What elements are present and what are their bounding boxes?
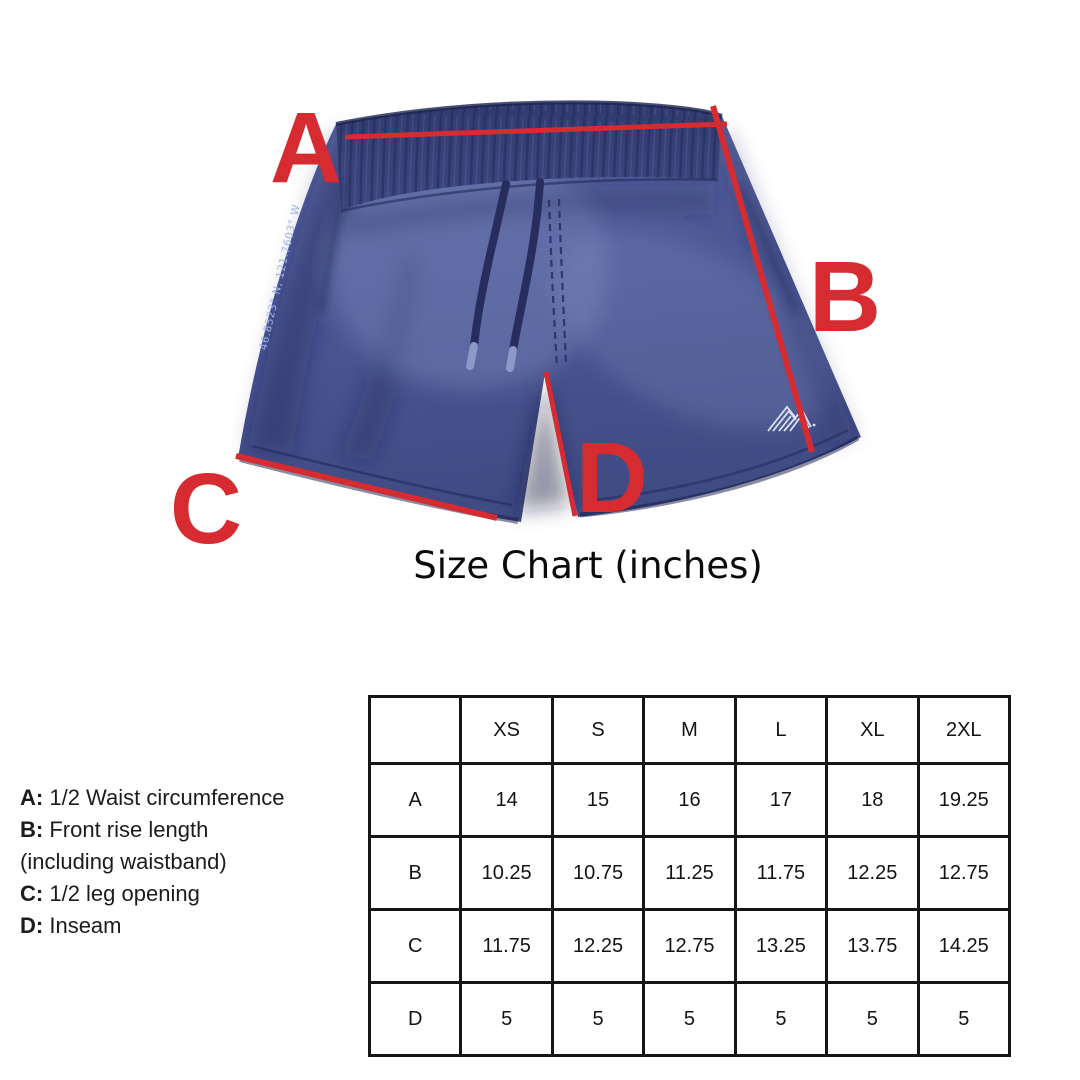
size-cell: 12.25 bbox=[550, 908, 646, 984]
row-label: A bbox=[367, 762, 463, 838]
legend-item-b: B: Front rise length bbox=[20, 814, 285, 846]
size-cell: 17 bbox=[733, 762, 829, 838]
row-label: D bbox=[367, 981, 463, 1057]
measure-line-d bbox=[543, 371, 578, 517]
measure-label-a: A bbox=[270, 92, 342, 204]
measure-line-a bbox=[344, 121, 728, 140]
size-cell: 19.25 bbox=[916, 762, 1012, 838]
legend-key-a: A: bbox=[20, 785, 44, 810]
size-cell: 10.25 bbox=[459, 835, 554, 911]
column-header-xs: XS bbox=[459, 695, 554, 765]
shorts-photo: 46.8523° N, 121.7603° W bbox=[238, 100, 861, 524]
size-cell: 15 bbox=[550, 762, 646, 838]
row-label: C bbox=[367, 908, 463, 984]
legend-key-c: C: bbox=[20, 881, 44, 906]
row-label: B bbox=[367, 835, 463, 911]
table-row-d: D 5 5 5 5 5 5 bbox=[367, 981, 1012, 1057]
measurement-legend: A: 1/2 Waist circumference B: Front rise… bbox=[20, 782, 285, 942]
corner-cell bbox=[367, 695, 463, 765]
size-chart-title: Size Chart (inches) bbox=[413, 544, 763, 587]
size-cell: 12.75 bbox=[642, 908, 737, 984]
legend-item-b-continued: (including waistband) bbox=[20, 846, 285, 878]
legend-text-b2: (including waistband) bbox=[20, 849, 227, 874]
legend-text-c: 1/2 leg opening bbox=[49, 881, 200, 906]
column-header-m: M bbox=[642, 695, 737, 765]
measure-label-c: C bbox=[170, 453, 242, 565]
legend-item-a: A: 1/2 Waist circumference bbox=[20, 782, 285, 814]
size-cell: 11.75 bbox=[733, 835, 829, 911]
shorts-measurement-diagram: 46.8523° N, 121.7603° W A B C D bbox=[170, 92, 881, 565]
right-pocket-seam bbox=[738, 185, 798, 313]
size-cell: 13.75 bbox=[825, 908, 920, 984]
size-cell: 18 bbox=[825, 762, 920, 838]
size-cell: 13.25 bbox=[733, 908, 829, 984]
header-row: XS S M L XL 2XL bbox=[367, 695, 1012, 765]
drawstring bbox=[466, 178, 544, 372]
fly-stitching bbox=[547, 198, 568, 367]
column-header-s: S bbox=[550, 695, 646, 765]
size-cell: 5 bbox=[825, 981, 920, 1057]
size-cell: 10.75 bbox=[550, 835, 646, 911]
size-cell: 5 bbox=[550, 981, 646, 1057]
measurement-annotations: A B C D bbox=[170, 92, 881, 565]
legend-text-b: Front rise length bbox=[49, 817, 209, 842]
column-header-l: L bbox=[733, 695, 829, 765]
size-cell: 11.25 bbox=[642, 835, 737, 911]
legend-text-a: 1/2 Waist circumference bbox=[49, 785, 285, 810]
size-cell: 12.75 bbox=[916, 835, 1012, 911]
table-row-c: C 11.75 12.25 12.75 13.25 13.75 14.25 bbox=[367, 908, 1012, 984]
measure-line-b bbox=[710, 105, 815, 453]
size-cell: 16 bbox=[642, 762, 737, 838]
measure-label-d: D bbox=[576, 422, 648, 534]
size-cell: 5 bbox=[733, 981, 829, 1057]
column-header-xl: XL bbox=[825, 695, 920, 765]
size-table: XS S M L XL 2XL A 14 15 16 17 18 19.25 B… bbox=[367, 695, 1012, 1057]
legend-item-d: D: Inseam bbox=[20, 910, 285, 942]
size-cell: 14 bbox=[459, 762, 554, 838]
size-cell: 5 bbox=[916, 981, 1012, 1057]
column-header-2xl: 2XL bbox=[916, 695, 1012, 765]
measure-line-c bbox=[235, 453, 498, 521]
size-cell: 14.25 bbox=[916, 908, 1012, 984]
legend-item-c: C: 1/2 leg opening bbox=[20, 878, 285, 910]
legend-key-b: B: bbox=[20, 817, 44, 842]
legend-key-d: D: bbox=[20, 913, 44, 938]
size-cell: 5 bbox=[642, 981, 737, 1057]
measure-label-b: B bbox=[809, 241, 881, 353]
table-row-b: B 10.25 10.75 11.25 11.75 12.25 12.75 bbox=[367, 835, 1012, 911]
left-pocket-seam bbox=[319, 181, 346, 313]
size-cell: 12.25 bbox=[825, 835, 920, 911]
table-row-a: A 14 15 16 17 18 19.25 bbox=[367, 762, 1012, 838]
legend-text-d: Inseam bbox=[49, 913, 122, 938]
size-cell: 5 bbox=[459, 981, 554, 1057]
size-cell: 11.75 bbox=[459, 908, 554, 984]
